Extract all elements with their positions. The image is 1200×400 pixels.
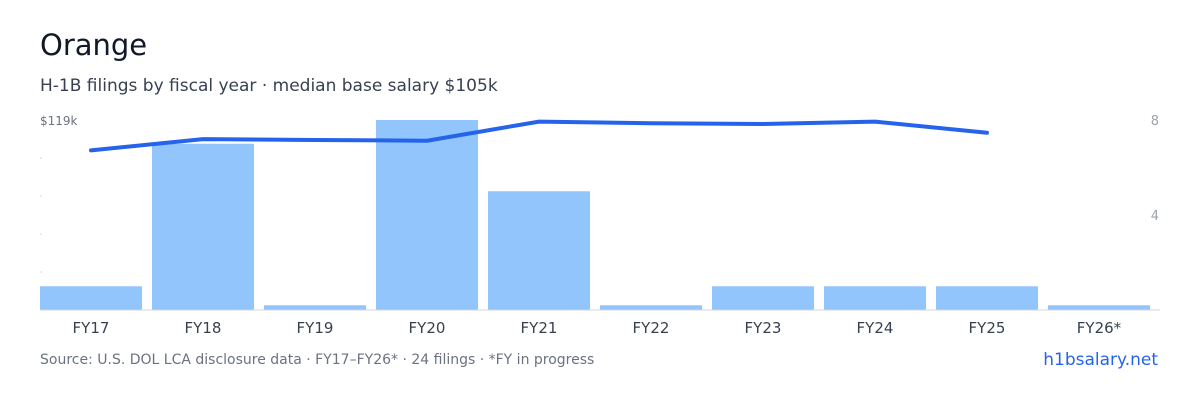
left-axis-dot	[40, 271, 42, 273]
x-tick-label: FY18	[185, 319, 222, 337]
brand-link[interactable]: h1bsalary.net	[1043, 350, 1158, 370]
bar	[40, 286, 142, 310]
bar	[1048, 305, 1150, 310]
right-axis-ticks: 48	[1151, 114, 1159, 224]
x-tick-label: FY25	[969, 319, 1006, 337]
x-axis-ticks: FY17 FY18 FY19 FY20 FY21 FY22 FY23 FY24 FY25 FY26…	[73, 319, 1122, 337]
bar	[488, 191, 590, 310]
filings-chart: $119k 48 FY17 FY18 FY19 FY20 FY21 FY22 FY23 FY2…	[40, 114, 1160, 337]
left-axis-dots	[40, 157, 42, 273]
bar	[600, 305, 702, 310]
bar	[936, 286, 1038, 310]
source-note: Source: U.S. DOL LCA disclosure data · F…	[40, 352, 595, 368]
x-tick-label: FY23	[745, 319, 782, 337]
x-tick-label: FY24	[857, 319, 894, 337]
bar-series	[40, 120, 1150, 310]
chart-title: Orange	[40, 28, 148, 62]
x-tick-label: FY22	[633, 319, 670, 337]
left-axis-dot	[40, 233, 42, 235]
chart-subtitle: H-1B filings by fiscal year · median bas…	[40, 76, 498, 96]
left-axis-dot	[40, 195, 42, 197]
x-tick-label: FY26*	[1077, 319, 1122, 337]
x-tick-label: FY21	[521, 319, 558, 337]
bar	[712, 286, 814, 310]
x-tick-label: FY19	[297, 319, 334, 337]
right-axis-tick-label: 4	[1151, 209, 1159, 224]
x-tick-label: FY17	[73, 319, 110, 337]
bar	[376, 120, 478, 310]
bar	[152, 143, 254, 310]
salary-line	[89, 119, 989, 153]
bar	[264, 305, 366, 310]
left-axis-top-label: $119k	[40, 114, 78, 128]
right-axis-tick-label: 8	[1151, 114, 1159, 129]
bar	[824, 286, 926, 310]
left-axis-dot	[40, 157, 42, 159]
x-tick-label: FY20	[409, 319, 446, 337]
